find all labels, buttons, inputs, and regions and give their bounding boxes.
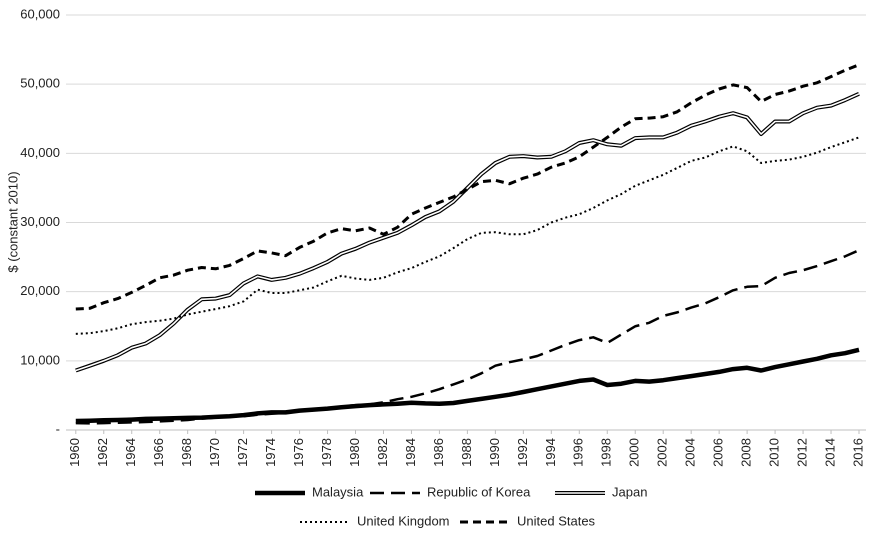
- x-tick-label: 1998: [599, 438, 614, 467]
- x-tick-label: 1978: [319, 438, 334, 467]
- x-tick-label: 1976: [291, 438, 306, 467]
- x-tick-label: 1980: [347, 438, 362, 467]
- x-tick-label: 1988: [459, 438, 474, 467]
- x-tick-label: 2000: [627, 438, 642, 467]
- x-tick-label: 1962: [95, 438, 110, 467]
- x-tick-label: 2006: [711, 438, 726, 467]
- x-tick-label: 1984: [403, 438, 418, 467]
- line-inner: [75, 93, 860, 372]
- x-tick-label: 1994: [543, 438, 558, 467]
- legend-label: Japan: [612, 484, 647, 499]
- y-tick-label: 50,000: [20, 76, 60, 91]
- x-tick-label: 1968: [179, 438, 194, 467]
- x-tick-label: 1996: [571, 438, 586, 467]
- legend-label: Republic of Korea: [427, 484, 531, 499]
- x-tick-label: 1964: [123, 438, 138, 467]
- x-tick-label: 1960: [67, 438, 82, 467]
- x-tick-label: 2008: [739, 438, 754, 467]
- y-tick-label: 30,000: [20, 214, 60, 229]
- x-tick-label: 1992: [515, 438, 530, 467]
- x-tick-label: 1966: [151, 438, 166, 467]
- line: [75, 249, 860, 425]
- x-tick-label: 2002: [655, 438, 670, 467]
- x-tick-label: 1986: [431, 438, 446, 467]
- x-tick-label: 2014: [822, 438, 837, 467]
- y-axis-label: $ (constant 2010): [5, 171, 20, 272]
- legend-label: United States: [517, 513, 596, 528]
- legend-label: Malaysia: [312, 484, 364, 499]
- x-tick-label: 2004: [683, 438, 698, 467]
- x-tick-label: 1972: [235, 438, 250, 467]
- line: [75, 91, 860, 373]
- x-tick-label: 2016: [850, 438, 865, 467]
- y-tick-label: 10,000: [20, 352, 60, 367]
- y-tick-label: 40,000: [20, 145, 60, 160]
- x-tick-label: 1970: [207, 438, 222, 467]
- x-tick-label: 1990: [487, 438, 502, 467]
- x-tick-label: 1974: [263, 438, 278, 467]
- x-tick-label: 2010: [767, 438, 782, 467]
- x-tick-label: 1982: [375, 438, 390, 467]
- y-tick-label: 20,000: [20, 283, 60, 298]
- legend-label: United Kingdom: [357, 513, 450, 528]
- y-tick-label: -: [56, 421, 60, 436]
- x-tick-label: 2012: [795, 438, 810, 467]
- y-tick-label: 60,000: [20, 6, 60, 21]
